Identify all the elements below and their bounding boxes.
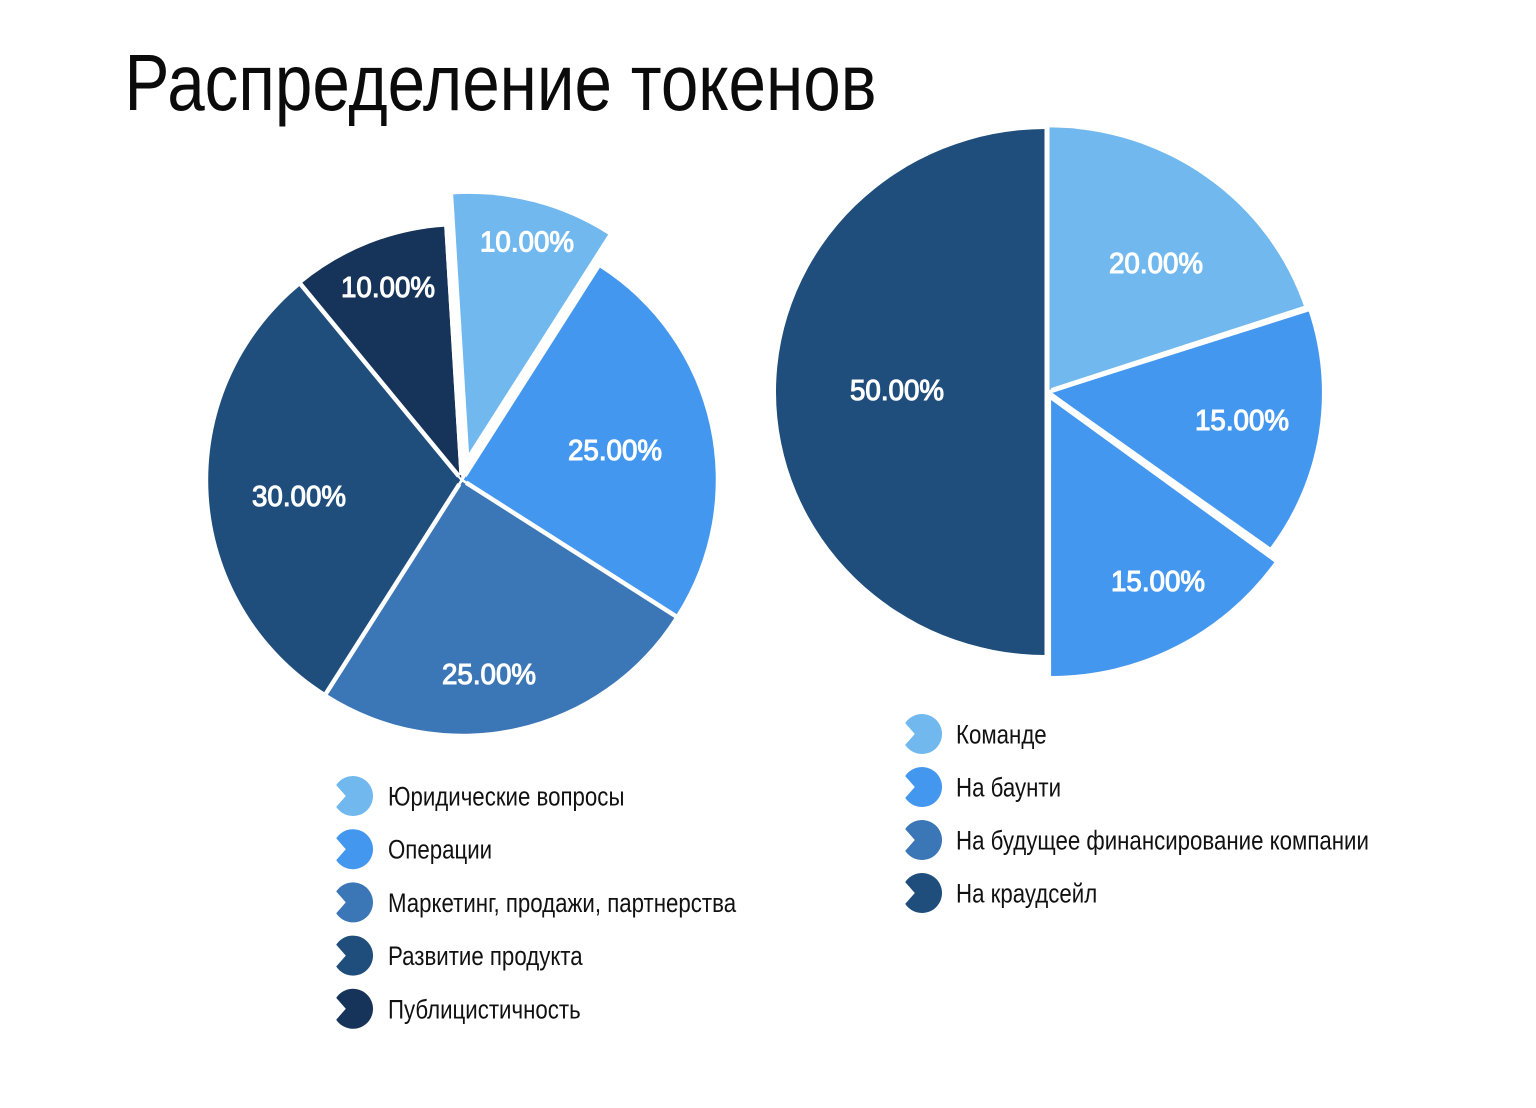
svg-text:Юридические вопросы: Юридические вопросы [388, 783, 624, 812]
svg-text:10.00%: 10.00% [341, 272, 435, 304]
svg-text:Команде: Команде [956, 721, 1047, 750]
svg-text:Операции: Операции [388, 836, 492, 865]
svg-text:На краудсейл: На краудсейл [956, 880, 1097, 909]
svg-text:25.00%: 25.00% [568, 435, 662, 467]
svg-text:15.00%: 15.00% [1195, 405, 1289, 437]
svg-text:25.00%: 25.00% [442, 659, 536, 691]
svg-text:30.00%: 30.00% [252, 481, 346, 513]
svg-text:На баунти: На баунти [956, 774, 1061, 803]
svg-text:10.00%: 10.00% [480, 227, 574, 259]
svg-text:Публицистичность: Публицистичность [388, 996, 581, 1025]
svg-text:Распределение токенов: Распределение токенов [125, 38, 877, 127]
svg-text:20.00%: 20.00% [1109, 248, 1203, 280]
svg-text:На будущее финансирование комп: На будущее финансирование компании [956, 827, 1369, 856]
svg-text:Развитие продукта: Развитие продукта [388, 942, 583, 971]
svg-text:15.00%: 15.00% [1111, 566, 1205, 598]
svg-text:50.00%: 50.00% [850, 375, 944, 407]
svg-text:Маркетинг, продажи, партнерств: Маркетинг, продажи, партнерства [388, 889, 736, 918]
